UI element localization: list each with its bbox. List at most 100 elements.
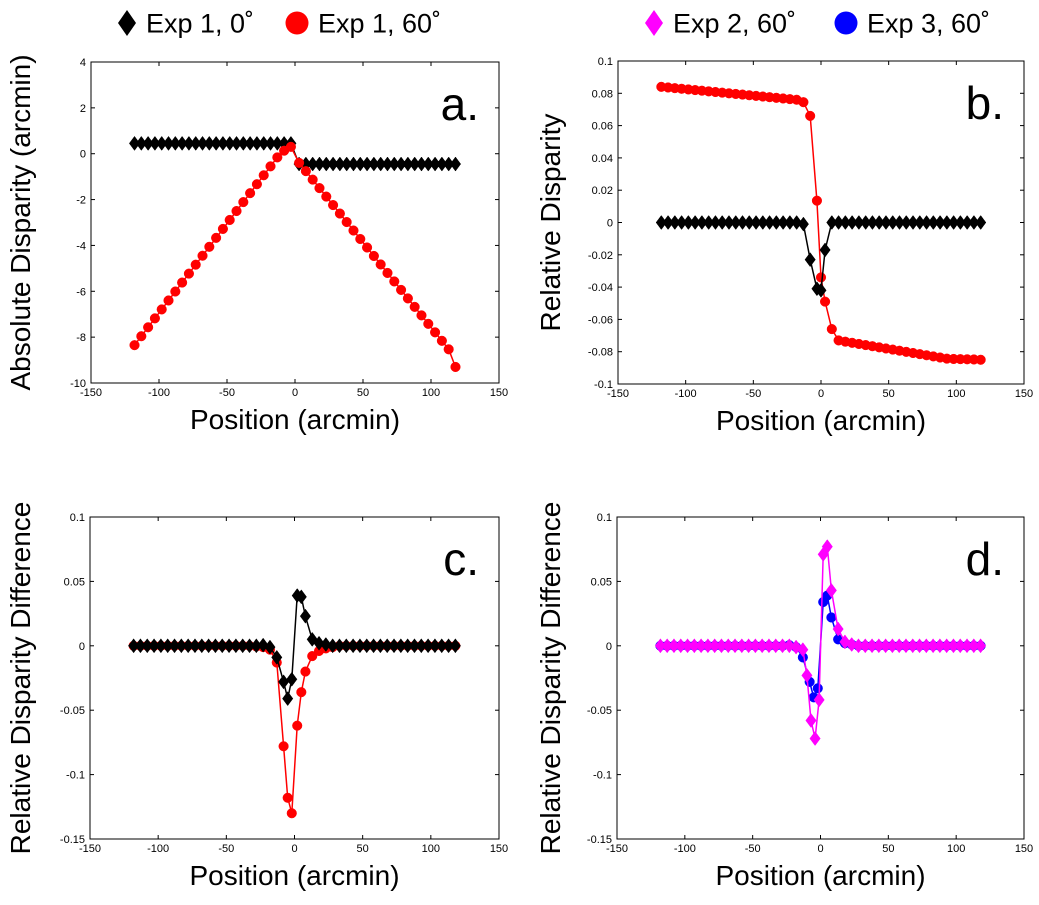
y-tick-label: -0.05: [587, 705, 612, 717]
plot-frame: [617, 517, 1024, 839]
y-tick-label: 0.05: [64, 576, 85, 588]
y-tick-label: -0.15: [60, 834, 85, 846]
series-exp-1-0-: [656, 216, 986, 298]
data-point: [816, 273, 826, 283]
data-point: [301, 166, 311, 176]
x-tick-label: -100: [148, 387, 170, 399]
x-tick-label: 150: [490, 387, 508, 399]
data-point: [177, 278, 187, 288]
data-point: [806, 714, 816, 728]
data-point: [805, 253, 815, 267]
x-tick-label: 100: [947, 388, 965, 400]
x-tick-label: 0: [292, 387, 298, 399]
data-point: [297, 687, 307, 697]
data-point: [820, 243, 830, 257]
y-tick-label: -0.06: [588, 314, 613, 326]
y-tick-label: 4: [80, 57, 86, 69]
data-point: [813, 684, 823, 694]
y-tick-label: 0: [606, 641, 612, 653]
y-tick-label: 0: [80, 149, 86, 161]
data-point: [287, 672, 297, 686]
data-point: [225, 215, 235, 225]
data-point: [450, 157, 460, 171]
data-point: [300, 609, 310, 623]
data-point: [369, 251, 379, 261]
data-point: [157, 305, 167, 315]
data-point: [355, 234, 365, 244]
legend-label: Exp 1, 0˚: [146, 9, 254, 39]
x-tick-label: 100: [422, 843, 440, 855]
x-tick-label: 100: [947, 843, 965, 855]
x-axis-label: Position (arcmin): [190, 404, 400, 435]
legend-marker-diamond: [118, 10, 136, 36]
x-tick-label: 0: [818, 388, 824, 400]
y-tick-label: 0.05: [591, 576, 612, 588]
x-tick-label: 50: [883, 388, 895, 400]
data-point: [450, 639, 460, 653]
y-tick-label: -0.1: [594, 379, 613, 391]
data-point: [805, 111, 815, 121]
data-point: [349, 226, 359, 236]
data-point: [239, 197, 249, 207]
y-tick-label: -0.1: [593, 770, 612, 782]
data-point: [362, 243, 372, 253]
data-point: [282, 692, 292, 706]
data-point: [812, 196, 822, 206]
data-point: [232, 206, 242, 216]
data-point: [389, 277, 399, 287]
y-tick-label: -0.15: [587, 834, 612, 846]
y-tick-label: 0.1: [598, 56, 613, 68]
x-tick-label: 50: [882, 843, 894, 855]
data-point: [321, 192, 331, 202]
y-tick-label: 0.04: [592, 153, 613, 165]
data-point: [198, 251, 208, 261]
x-tick-label: -100: [674, 843, 696, 855]
data-point: [279, 741, 289, 751]
x-tick-label: 0: [817, 843, 823, 855]
legend-right: Exp 2, 60˚ Exp 3, 60˚: [645, 9, 990, 39]
data-point: [396, 285, 406, 295]
y-axis-label: Absolute Disparity (arcmin): [5, 54, 36, 390]
data-point: [130, 340, 140, 350]
data-point: [383, 268, 393, 278]
data-point: [833, 622, 843, 636]
y-tick-label: -4: [76, 240, 86, 252]
data-point: [211, 233, 221, 243]
data-point: [810, 732, 820, 746]
panel-label: d.: [966, 533, 1004, 585]
x-tick-label: -50: [745, 843, 761, 855]
data-point: [164, 296, 174, 306]
data-point: [283, 793, 293, 803]
y-tick-label: 0.1: [597, 512, 612, 524]
y-tick-label: -0.08: [588, 347, 613, 359]
legend-left: Exp 1, 0˚ Exp 1, 60˚: [118, 9, 441, 39]
y-tick-label: 0.06: [592, 121, 613, 133]
y-tick-label: -0.05: [60, 705, 85, 717]
data-point: [410, 302, 420, 312]
data-point: [976, 355, 986, 365]
series-exp-1-60-: [130, 142, 461, 372]
panel-label: a.: [441, 78, 479, 130]
x-tick-label: 50: [357, 387, 369, 399]
x-axis-label: Position (arcmin): [716, 405, 926, 436]
y-tick-label: -0.1: [66, 770, 85, 782]
data-point: [315, 183, 325, 193]
y-tick-label: 0: [79, 641, 85, 653]
series-line: [135, 147, 456, 367]
data-point: [437, 336, 447, 346]
x-tick-label: -50: [219, 387, 235, 399]
data-point: [252, 179, 262, 189]
x-tick-label: 150: [490, 843, 508, 855]
data-point: [266, 162, 276, 172]
panel-a: -150 -100 -50 0 50 100 150 -10 -8 -6 -4 -2 0 2 4 Positi…: [5, 54, 508, 435]
data-point: [430, 328, 440, 338]
x-tick-label: -50: [745, 388, 761, 400]
data-point: [191, 260, 201, 270]
x-tick-label: -100: [147, 843, 169, 855]
y-tick-label: -2: [76, 195, 86, 207]
data-point: [292, 721, 302, 731]
data-point: [423, 319, 433, 329]
legend-marker-diamond: [645, 10, 663, 36]
panel-b: -150 -100 -50 0 50 100 150 -0.1 -0.08 -0.06 -0.04 -…: [535, 56, 1033, 436]
data-point: [278, 675, 288, 689]
